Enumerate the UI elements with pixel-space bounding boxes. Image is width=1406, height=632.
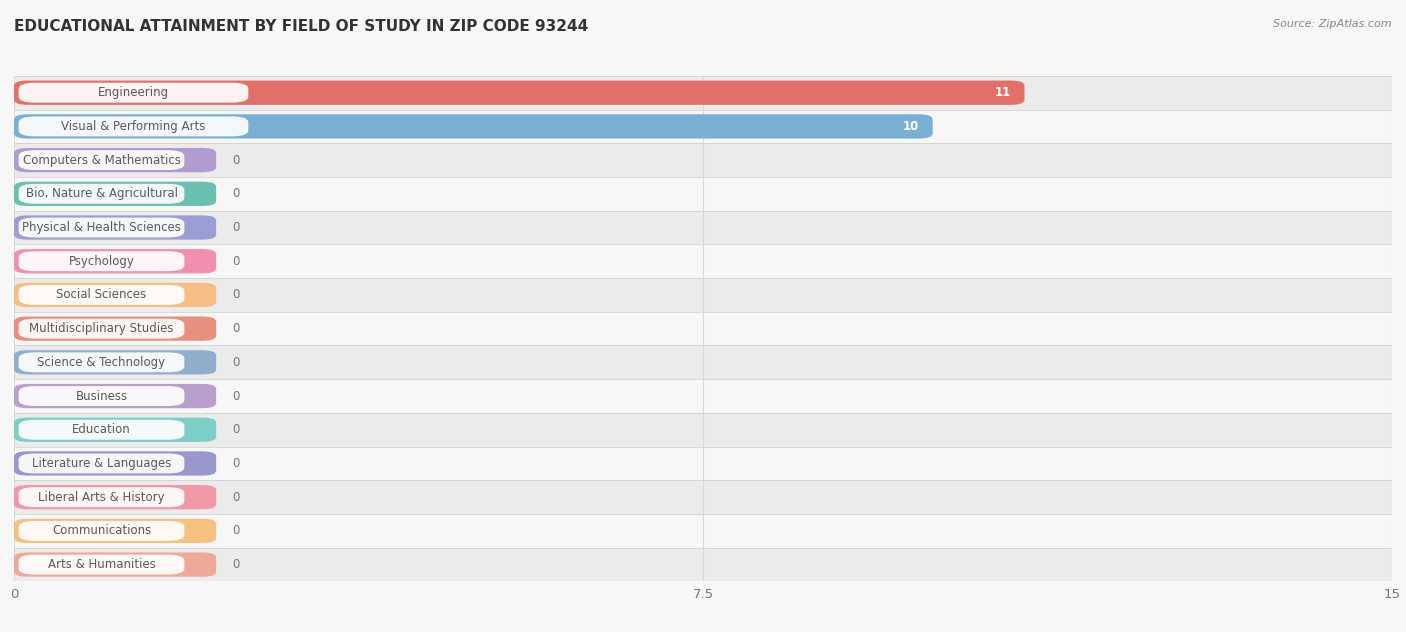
- Text: 0: 0: [232, 255, 240, 268]
- FancyBboxPatch shape: [18, 454, 184, 473]
- Text: EDUCATIONAL ATTAINMENT BY FIELD OF STUDY IN ZIP CODE 93244: EDUCATIONAL ATTAINMENT BY FIELD OF STUDY…: [14, 19, 588, 34]
- FancyBboxPatch shape: [14, 114, 932, 138]
- Text: Science & Technology: Science & Technology: [38, 356, 166, 369]
- Text: Education: Education: [72, 423, 131, 436]
- Text: Liberal Arts & History: Liberal Arts & History: [38, 490, 165, 504]
- Text: 0: 0: [232, 288, 240, 301]
- Text: Literature & Languages: Literature & Languages: [32, 457, 172, 470]
- Text: 0: 0: [232, 187, 240, 200]
- FancyBboxPatch shape: [18, 184, 184, 204]
- Text: 0: 0: [232, 221, 240, 234]
- FancyBboxPatch shape: [14, 312, 1392, 346]
- Text: 0: 0: [232, 490, 240, 504]
- Text: 10: 10: [903, 120, 920, 133]
- FancyBboxPatch shape: [14, 148, 217, 173]
- FancyBboxPatch shape: [14, 278, 1392, 312]
- Text: 11: 11: [994, 86, 1011, 99]
- FancyBboxPatch shape: [14, 216, 217, 240]
- FancyBboxPatch shape: [18, 217, 184, 238]
- FancyBboxPatch shape: [18, 252, 184, 271]
- FancyBboxPatch shape: [14, 80, 1025, 105]
- Text: 0: 0: [232, 322, 240, 335]
- Text: Source: ZipAtlas.com: Source: ZipAtlas.com: [1274, 19, 1392, 29]
- FancyBboxPatch shape: [14, 413, 1392, 447]
- Text: Multidisciplinary Studies: Multidisciplinary Studies: [30, 322, 174, 335]
- Text: 0: 0: [232, 525, 240, 537]
- Text: 0: 0: [232, 423, 240, 436]
- FancyBboxPatch shape: [14, 384, 217, 408]
- FancyBboxPatch shape: [14, 451, 217, 476]
- Text: Engineering: Engineering: [98, 86, 169, 99]
- FancyBboxPatch shape: [18, 83, 249, 102]
- FancyBboxPatch shape: [14, 210, 1392, 245]
- FancyBboxPatch shape: [18, 353, 184, 372]
- Text: Communications: Communications: [52, 525, 150, 537]
- FancyBboxPatch shape: [18, 555, 184, 574]
- FancyBboxPatch shape: [14, 143, 1392, 177]
- FancyBboxPatch shape: [14, 245, 1392, 278]
- FancyBboxPatch shape: [14, 514, 1392, 548]
- Text: Business: Business: [76, 389, 128, 403]
- Text: Physical & Health Sciences: Physical & Health Sciences: [22, 221, 181, 234]
- Text: Computers & Mathematics: Computers & Mathematics: [22, 154, 180, 167]
- Text: Psychology: Psychology: [69, 255, 135, 268]
- Text: 0: 0: [232, 457, 240, 470]
- FancyBboxPatch shape: [14, 177, 1392, 210]
- Text: Social Sciences: Social Sciences: [56, 288, 146, 301]
- FancyBboxPatch shape: [18, 487, 184, 507]
- FancyBboxPatch shape: [14, 317, 217, 341]
- FancyBboxPatch shape: [14, 447, 1392, 480]
- Text: 0: 0: [232, 356, 240, 369]
- FancyBboxPatch shape: [18, 420, 184, 440]
- FancyBboxPatch shape: [14, 76, 1392, 109]
- FancyBboxPatch shape: [14, 552, 217, 577]
- FancyBboxPatch shape: [18, 116, 249, 137]
- Text: Visual & Performing Arts: Visual & Performing Arts: [62, 120, 205, 133]
- FancyBboxPatch shape: [14, 283, 217, 307]
- FancyBboxPatch shape: [18, 386, 184, 406]
- Text: Bio, Nature & Agricultural: Bio, Nature & Agricultural: [25, 187, 177, 200]
- FancyBboxPatch shape: [14, 418, 217, 442]
- FancyBboxPatch shape: [14, 485, 217, 509]
- FancyBboxPatch shape: [14, 346, 1392, 379]
- Text: 0: 0: [232, 558, 240, 571]
- FancyBboxPatch shape: [14, 350, 217, 375]
- FancyBboxPatch shape: [18, 521, 184, 541]
- FancyBboxPatch shape: [18, 150, 184, 170]
- FancyBboxPatch shape: [18, 319, 184, 339]
- FancyBboxPatch shape: [14, 379, 1392, 413]
- FancyBboxPatch shape: [14, 519, 217, 543]
- Text: Arts & Humanities: Arts & Humanities: [48, 558, 156, 571]
- FancyBboxPatch shape: [18, 285, 184, 305]
- Text: 0: 0: [232, 154, 240, 167]
- FancyBboxPatch shape: [14, 548, 1392, 581]
- FancyBboxPatch shape: [14, 109, 1392, 143]
- FancyBboxPatch shape: [14, 181, 217, 206]
- FancyBboxPatch shape: [14, 480, 1392, 514]
- Text: 0: 0: [232, 389, 240, 403]
- FancyBboxPatch shape: [14, 249, 217, 274]
